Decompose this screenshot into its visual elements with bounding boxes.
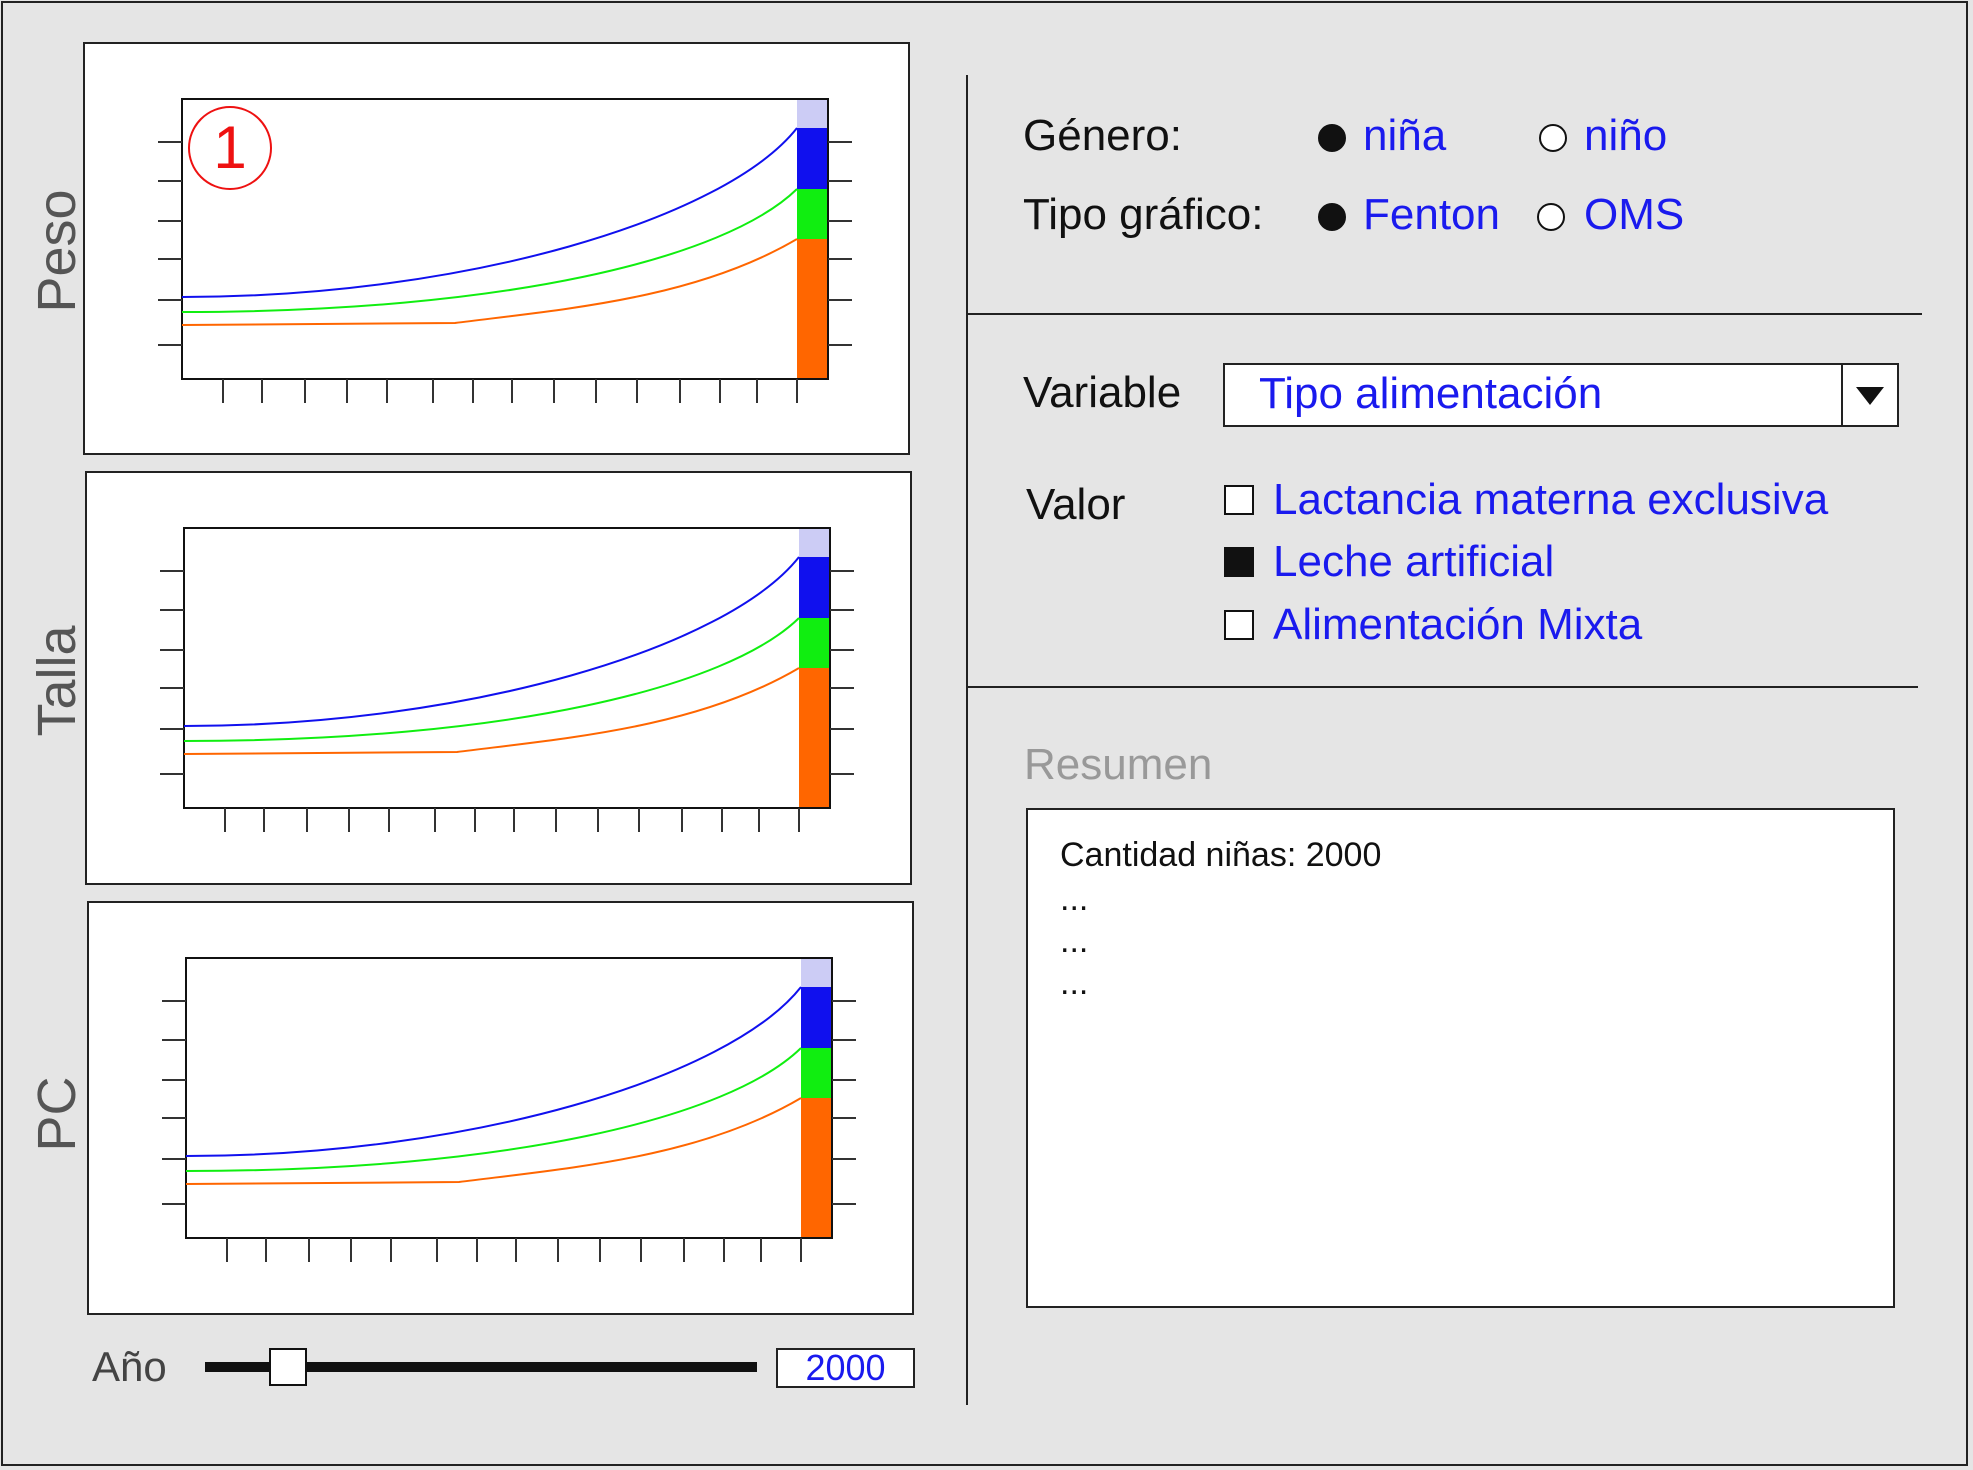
summary-box: Cantidad niñas: 2000 ... ... ... [1026, 808, 1895, 1308]
plot-border [181, 98, 829, 380]
checkbox-leche-artificial[interactable] [1224, 547, 1254, 577]
radio-fenton[interactable] [1318, 203, 1346, 231]
chart-label-pc: PC [27, 1076, 87, 1152]
chart-panel-pc [87, 901, 914, 1315]
band-high [801, 987, 832, 1048]
summary-line: ... [1060, 964, 1089, 1002]
curve-mid [183, 617, 800, 742]
band-top [801, 958, 832, 987]
band-top [797, 99, 828, 128]
year-slider-track[interactable] [205, 1362, 757, 1372]
curve-low [181, 238, 798, 326]
chart-panel-peso: 1 [83, 42, 910, 455]
marker-circle [188, 106, 272, 190]
band-low [797, 239, 828, 379]
growth-chart: 1 [158, 98, 852, 403]
band-mid [801, 1048, 832, 1098]
tipo-grafico-label: Tipo gráfico: [1023, 190, 1264, 239]
chart-panel-talla [85, 471, 912, 885]
summary-line: Cantidad niñas: 2000 [1060, 836, 1382, 874]
plot-border [185, 957, 833, 1239]
plot-area [181, 98, 829, 380]
option-fenton[interactable]: Fenton [1363, 190, 1500, 239]
curve-mid [185, 1047, 802, 1172]
option-alimentacion-mixta[interactable]: Alimentación Mixta [1273, 600, 1643, 649]
plot-area [183, 527, 831, 809]
band-mid [797, 189, 828, 239]
curve-high [185, 986, 802, 1157]
band-high [797, 128, 828, 189]
band-mid [799, 618, 830, 668]
checkbox-alimentacion-mixta[interactable] [1224, 610, 1254, 640]
curve-high [183, 556, 800, 727]
year-slider-thumb[interactable] [268, 1348, 307, 1386]
valor-label: Valor [1026, 480, 1126, 529]
genero-label: Género: [1023, 111, 1182, 160]
summary-line: ... [1060, 922, 1089, 960]
option-lactancia[interactable]: Lactancia materna exclusiva [1273, 475, 1829, 524]
option-leche-artificial[interactable]: Leche artificial [1273, 537, 1555, 586]
curve-low [183, 667, 800, 755]
variable-select-value: Tipo alimentación [1259, 369, 1603, 418]
radio-nino[interactable] [1539, 124, 1567, 152]
radio-oms[interactable] [1537, 203, 1565, 231]
band-low [801, 1098, 832, 1238]
chevron-down-icon [1856, 387, 1884, 405]
option-oms[interactable]: OMS [1584, 190, 1685, 239]
summary-line: ... [1060, 880, 1089, 918]
summary-title: Resumen [1024, 740, 1213, 789]
growth-chart [162, 957, 856, 1262]
curve-high [181, 127, 798, 298]
band-low [799, 668, 830, 808]
vertical-divider [966, 75, 968, 1405]
plot-border [183, 527, 831, 809]
chart-label-peso: Peso [27, 189, 87, 313]
dropdown-button[interactable] [1841, 365, 1897, 425]
curve-mid [181, 188, 798, 313]
band-high [799, 557, 830, 618]
divider-middle [966, 686, 1918, 688]
option-nino[interactable]: niño [1584, 111, 1668, 160]
chart-label-talla: Talla [27, 625, 87, 737]
option-nina[interactable]: niña [1363, 111, 1447, 160]
divider-top [968, 313, 1922, 315]
variable-select[interactable]: Tipo alimentación [1223, 363, 1899, 427]
checkbox-lactancia[interactable] [1224, 485, 1254, 515]
year-label: Año [92, 1343, 167, 1390]
radio-nina[interactable] [1318, 124, 1346, 152]
plot-area [185, 957, 833, 1239]
year-value-field[interactable]: 2000 [776, 1348, 915, 1388]
growth-chart [160, 527, 854, 832]
band-top [799, 528, 830, 557]
curve-low [185, 1097, 802, 1185]
marker-number: 1 [213, 114, 246, 181]
variable-label: Variable [1023, 368, 1182, 417]
